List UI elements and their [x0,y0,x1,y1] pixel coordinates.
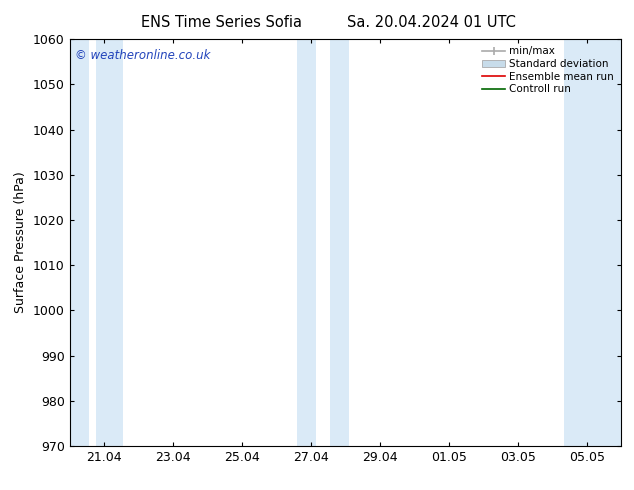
Text: Sa. 20.04.2024 01 UTC: Sa. 20.04.2024 01 UTC [347,15,515,30]
Text: ENS Time Series Sofia: ENS Time Series Sofia [141,15,302,30]
Text: © weatheronline.co.uk: © weatheronline.co.uk [75,49,210,62]
Legend: min/max, Standard deviation, Ensemble mean run, Controll run: min/max, Standard deviation, Ensemble me… [480,45,616,97]
Bar [96,39,123,446]
Bar [297,39,316,446]
Bar [330,39,349,446]
Y-axis label: Surface Pressure (hPa): Surface Pressure (hPa) [15,172,27,314]
Bar [70,39,89,446]
Bar [564,39,621,446]
